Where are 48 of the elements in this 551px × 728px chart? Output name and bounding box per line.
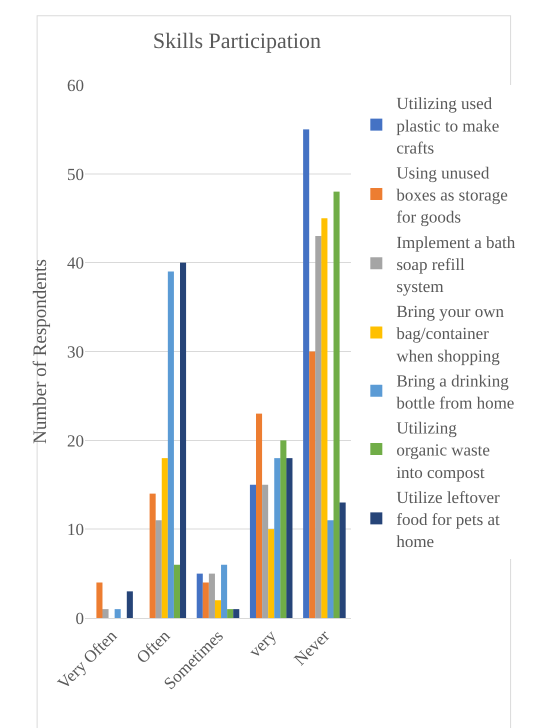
bar xyxy=(102,609,109,618)
bar xyxy=(286,458,292,618)
chart-title: Skills Participation xyxy=(152,28,321,54)
bar xyxy=(327,520,334,618)
legend-label: Implement a bath soap refill system xyxy=(396,232,516,296)
legend-label: Bring your own bag/container when shopping xyxy=(396,302,504,366)
bar xyxy=(126,591,133,618)
bar xyxy=(280,440,286,618)
bar xyxy=(150,494,156,618)
legend-label: Using unused boxes as storage for goods xyxy=(396,163,508,227)
bar xyxy=(96,582,102,618)
legend-label: Utilizing organic waste into compost xyxy=(396,418,490,482)
y-tick-label: 10 xyxy=(67,520,84,540)
bar xyxy=(196,574,203,618)
bar xyxy=(180,262,186,618)
y-tick-label: 0 xyxy=(76,608,84,628)
bar xyxy=(202,582,209,618)
bar xyxy=(274,458,280,618)
bar xyxy=(174,564,180,618)
y-tick-label: 20 xyxy=(67,431,84,450)
y-tick-label: 50 xyxy=(67,164,84,184)
bar xyxy=(315,236,322,618)
legend-label: Utilize leftover food for pets at home xyxy=(396,488,500,552)
bar xyxy=(214,600,222,618)
bar xyxy=(309,352,316,618)
bar xyxy=(303,129,310,618)
bar xyxy=(334,192,340,618)
bar xyxy=(233,609,240,618)
bar xyxy=(114,609,121,618)
bar xyxy=(162,458,168,618)
legend-label: Utilizing used plastic to make crafts xyxy=(396,94,500,158)
y-tick-label: 60 xyxy=(67,76,84,95)
bar xyxy=(156,520,162,618)
bar xyxy=(340,502,346,618)
bar xyxy=(227,609,234,618)
y-tick-label: 30 xyxy=(67,342,84,362)
legend-label: Bring a drinking bottle from home xyxy=(396,371,514,412)
y-axis-title: Number of Respondents xyxy=(30,259,51,444)
bar xyxy=(250,484,256,618)
bar xyxy=(168,272,174,618)
bar xyxy=(262,484,268,618)
bar xyxy=(256,414,262,618)
bar xyxy=(221,564,228,618)
bar xyxy=(208,574,215,618)
x-tick-label: very xyxy=(245,626,280,662)
bar xyxy=(321,218,328,618)
bar xyxy=(268,529,274,618)
y-tick-label: 40 xyxy=(67,254,84,273)
